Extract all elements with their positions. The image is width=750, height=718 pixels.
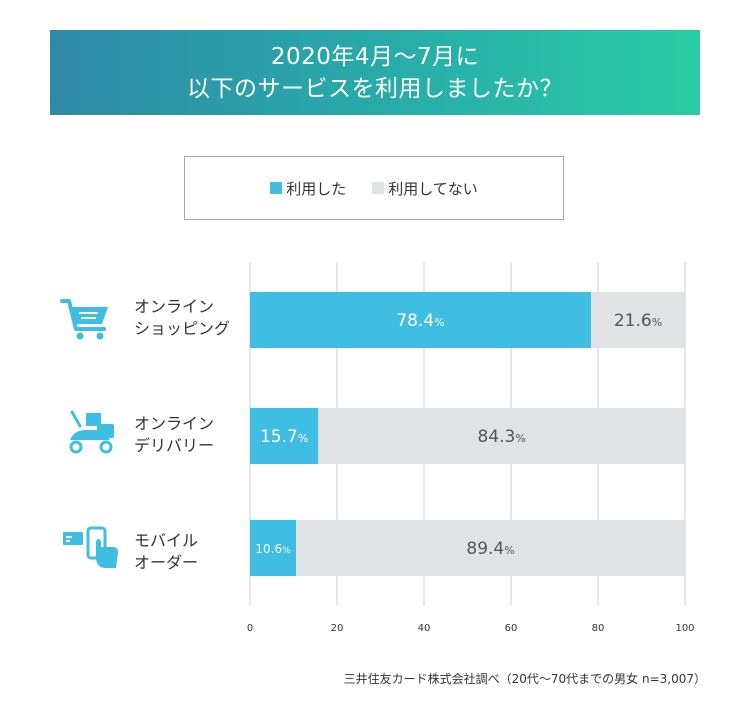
bar-not-used (296, 520, 685, 576)
delivery-scooter-icon (69, 410, 114, 454)
category-label-online-shopping: オンライン ショッピング (134, 296, 230, 340)
chart-legend: 利用した 利用してない (184, 156, 564, 220)
category-label-line: デリバリー (134, 436, 215, 455)
category-label-mobile-order: モバイル オーダー (134, 530, 198, 574)
category-label-line: オーダー (134, 553, 199, 572)
category-label-line: オンライン (134, 297, 215, 316)
bar-value-label: 89.4% (466, 539, 514, 559)
x-tick-label: 100 (675, 623, 694, 634)
bar-used (250, 520, 297, 576)
category-label-online-delivery: オンライン デリバリー (134, 413, 214, 457)
title-line-1: 2020年4月〜7月に (270, 43, 480, 70)
legend-item-used: 利用した (270, 178, 346, 199)
x-tick-label: 60 (505, 623, 518, 634)
bar-not-used (591, 292, 685, 348)
shopping-cart-icon (60, 299, 108, 340)
x-tick-label: 0 (247, 623, 253, 634)
title-banner: 2020年4月〜7月に 以下のサービスを利用しましたか？ (50, 30, 700, 115)
category-label-line: モバイル (134, 531, 199, 550)
bar-value-label: 84.3% (477, 427, 525, 447)
title-line-2: 以下のサービスを利用しましたか？ (187, 75, 563, 102)
bar-used (250, 408, 319, 464)
bar-value-label: 78.4% (396, 311, 444, 331)
bars (250, 292, 685, 576)
bar-not-used (318, 408, 685, 464)
bar-used (250, 292, 592, 348)
footnote: 三井住友カード株式会社調べ（20代〜70代までの男女 n=3,007） (343, 672, 706, 686)
bar-labels: 78.4% 21.6% 15.7% 84.3% 10.6% 89.4% (255, 311, 662, 559)
legend-item-not-used: 利用してない (372, 178, 478, 199)
category-label-line: オンライン (134, 414, 215, 433)
mobile-order-icon (63, 526, 118, 568)
legend-label-not-used: 利用してない (388, 179, 478, 198)
bar-value-label: 10.6% (255, 542, 291, 556)
x-tick-label: 20 (331, 623, 344, 634)
bar-value-label: 15.7% (260, 427, 308, 447)
legend-swatch-not-used (372, 182, 385, 194)
legend-label-used: 利用した (286, 179, 347, 198)
x-tick-labels: 0 20 40 60 80 100 (247, 623, 695, 634)
legend-swatch-used (270, 182, 283, 194)
x-tick-label: 40 (418, 623, 431, 634)
x-tick-label: 80 (592, 623, 605, 634)
bar-value-label: 21.6% (614, 311, 662, 331)
category-label-line: ショッピング (134, 319, 231, 338)
